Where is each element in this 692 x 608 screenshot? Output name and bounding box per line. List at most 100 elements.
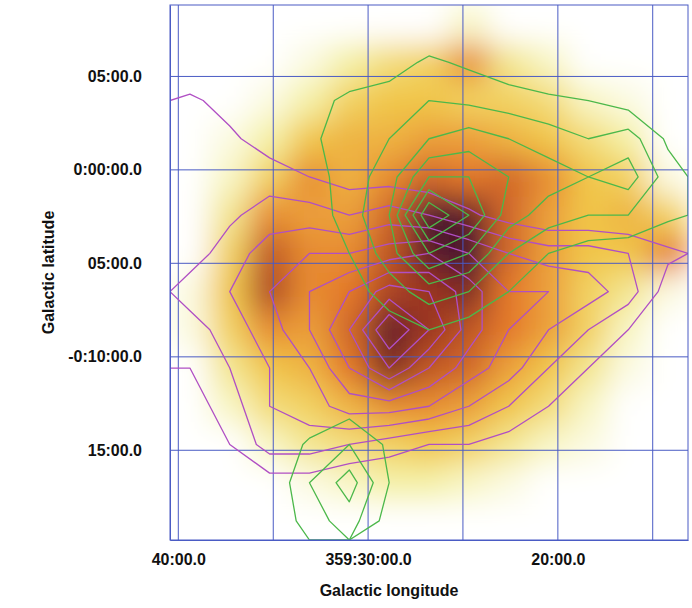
- image-cell: [329, 81, 369, 120]
- contour-line: [405, 177, 485, 253]
- y-tick-label: 15:00.0: [88, 442, 142, 459]
- image-cell: [170, 311, 210, 350]
- image-cell: [290, 387, 330, 426]
- image-cell: [409, 502, 449, 540]
- contour-line: [230, 225, 609, 429]
- image-cell: [290, 5, 330, 44]
- image-cell: [250, 5, 290, 44]
- image-cell: [648, 425, 688, 464]
- image-cell: [568, 273, 608, 312]
- image-cell: [449, 120, 489, 159]
- image-cell: [290, 81, 330, 120]
- image-cell: [648, 273, 688, 312]
- image-cell: [529, 158, 569, 197]
- image-cell: [568, 502, 608, 540]
- image-cell: [568, 5, 608, 44]
- image-cell: [329, 5, 369, 44]
- x-tick: 40:00.0: [152, 540, 206, 568]
- image-cell: [409, 5, 449, 44]
- image-cell: [329, 120, 369, 159]
- image-cell: [568, 464, 608, 503]
- contour-line: [309, 101, 658, 540]
- grid-line: [170, 356, 688, 357]
- image-cell: [648, 81, 688, 120]
- image-cell: [608, 502, 648, 540]
- chart: 40:00.0359:30:00.020:00.0 05:00.0 0:00:00.…: [0, 0, 692, 608]
- contour-line: [376, 315, 409, 349]
- x-axis-line: [171, 540, 689, 541]
- image-cell: [529, 502, 569, 540]
- contour-line: [397, 151, 509, 268]
- image-cell: [170, 387, 210, 426]
- image-cell: [608, 120, 648, 159]
- image-cell: [409, 464, 449, 503]
- image-cell: [210, 234, 250, 273]
- image-cell: [170, 273, 210, 312]
- x-tick: 20:00.0: [531, 540, 585, 568]
- contour-line: [270, 241, 549, 414]
- image-cell: [489, 196, 529, 235]
- image-cell: [170, 425, 210, 464]
- image-cell: [648, 502, 688, 540]
- image-cell: [210, 196, 250, 235]
- image-cell: [648, 234, 688, 273]
- image-cell: [608, 425, 648, 464]
- image-cell: [369, 311, 409, 350]
- image-cell: [369, 158, 409, 197]
- image-cell: [529, 120, 569, 159]
- grid-line: [462, 5, 463, 540]
- image-cell: [250, 311, 290, 350]
- image-cell: [489, 502, 529, 540]
- x-axis: 40:00.0359:30:00.020:00.0: [152, 540, 689, 568]
- image-cell: [170, 5, 210, 44]
- image-cell: [170, 502, 210, 540]
- image-cell: [648, 158, 688, 197]
- y-tick: 05:00.0: [88, 68, 170, 85]
- image-cell: [250, 120, 290, 159]
- x-axis-title: Galactic longitude: [320, 582, 459, 599]
- image-cell: [449, 81, 489, 120]
- image-cell: [529, 5, 569, 44]
- image-cell: [210, 502, 250, 540]
- grid-line: [170, 169, 688, 170]
- image-cell: [210, 5, 250, 44]
- image-cell: [170, 120, 210, 159]
- image-cell: [449, 502, 489, 540]
- image-cell: [170, 464, 210, 503]
- contours: [170, 56, 688, 540]
- image-cell: [210, 464, 250, 503]
- image-cell: [648, 387, 688, 426]
- image-cell: [608, 387, 648, 426]
- image-cell: [489, 464, 529, 503]
- image-cell: [568, 387, 608, 426]
- image-cell: [648, 5, 688, 44]
- image-cell: [608, 349, 648, 388]
- contour-line: [363, 299, 429, 368]
- y-tick: 05:00.0: [88, 255, 170, 272]
- image-cell: [449, 5, 489, 44]
- image-cell: [369, 502, 409, 540]
- image-cell: [608, 273, 648, 312]
- image-cell: [529, 464, 569, 503]
- grid-line: [178, 5, 179, 540]
- contour-line: [290, 56, 688, 540]
- image-cell: [250, 81, 290, 120]
- image-cell: [329, 158, 369, 197]
- y-tick: 15:00.0: [88, 442, 170, 459]
- image-cell: [250, 234, 290, 273]
- contour-line: [421, 202, 449, 227]
- grid-line: [652, 5, 653, 540]
- image-cell: [170, 196, 210, 235]
- image-cell: [648, 349, 688, 388]
- frame: [170, 5, 688, 540]
- y-axis-title: Galactic latitude: [40, 211, 57, 335]
- y-tick: 0:00:00.0: [74, 161, 171, 178]
- image-cell: [170, 234, 210, 273]
- image-cell: [529, 81, 569, 120]
- image-cell: [608, 464, 648, 503]
- grid-line: [170, 76, 688, 77]
- image-cell: [210, 158, 250, 197]
- y-tick-label: 05:00.0: [88, 255, 142, 272]
- y-axis-line: [170, 6, 171, 541]
- image-cell: [170, 158, 210, 197]
